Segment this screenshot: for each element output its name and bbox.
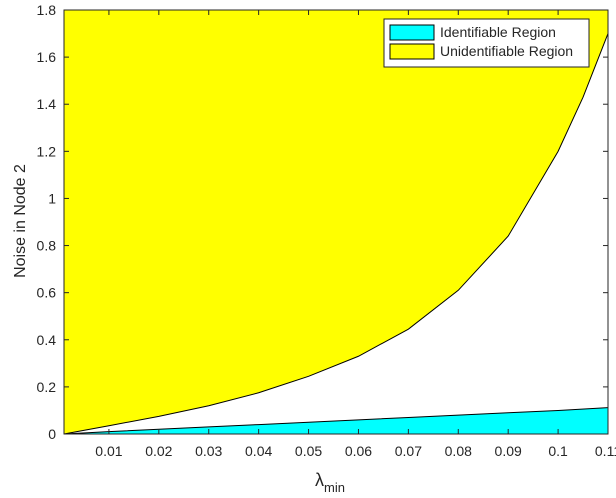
x-axis-label-subscript: min — [324, 480, 345, 495]
y-tick-label: 0.8 — [37, 238, 57, 254]
y-axis-label: Noise in Node 2 — [12, 164, 29, 278]
axes: 0.01 0.02 0.03 0.04 0.05 0.06 0.07 0.08 0.09 0.1 0… — [37, 2, 616, 459]
y-tick-label: 1.4 — [37, 96, 57, 112]
legend-label-identifiable-region: Identifiable Region — [440, 24, 556, 40]
x-tick-label: 0.01 — [95, 443, 122, 459]
y-tick-label: 1.8 — [37, 2, 57, 18]
unidentifiable-region-boundary — [63, 33, 609, 435]
plot-area — [63, 10, 609, 435]
legend-swatch-unidentifiable-region — [389, 43, 435, 60]
x-tick-label: 0.09 — [495, 443, 522, 459]
legend-label-unidentifiable-region: Unidentifiable Region — [440, 43, 573, 59]
y-tick-label: 1.6 — [37, 49, 57, 65]
y-tick-label: 0.4 — [37, 332, 57, 348]
y-tick-label: 1.2 — [37, 143, 57, 159]
legend: Identifiable Region Unidentifiable Region — [383, 18, 590, 68]
y-tick-label: 1 — [48, 190, 56, 206]
x-tick-label: 0.04 — [245, 443, 272, 459]
x-axis-label-lambda: λ — [315, 470, 324, 490]
unidentifiable-region-area — [64, 10, 608, 434]
x-tick-label: 0.05 — [295, 443, 322, 459]
x-tick-label: 0.1 — [548, 443, 568, 459]
identifiable-region-boundary — [63, 407, 609, 435]
x-tick-label: 0.02 — [145, 443, 172, 459]
x-tick-label: 0.07 — [395, 443, 422, 459]
y-tick-label: 0 — [48, 426, 56, 442]
axes-box — [63, 9, 609, 435]
x-tick-label: 0.06 — [345, 443, 372, 459]
x-tick-label: 0.11 — [595, 443, 616, 459]
x-tick-label: 0.03 — [195, 443, 222, 459]
x-tick-label: 0.08 — [445, 443, 472, 459]
y-tick-label: 0.6 — [37, 285, 57, 301]
x-axis-label: λmin — [315, 470, 345, 495]
y-tick-label: 0.2 — [37, 379, 57, 395]
legend-swatch-identifiable-region — [389, 24, 435, 41]
